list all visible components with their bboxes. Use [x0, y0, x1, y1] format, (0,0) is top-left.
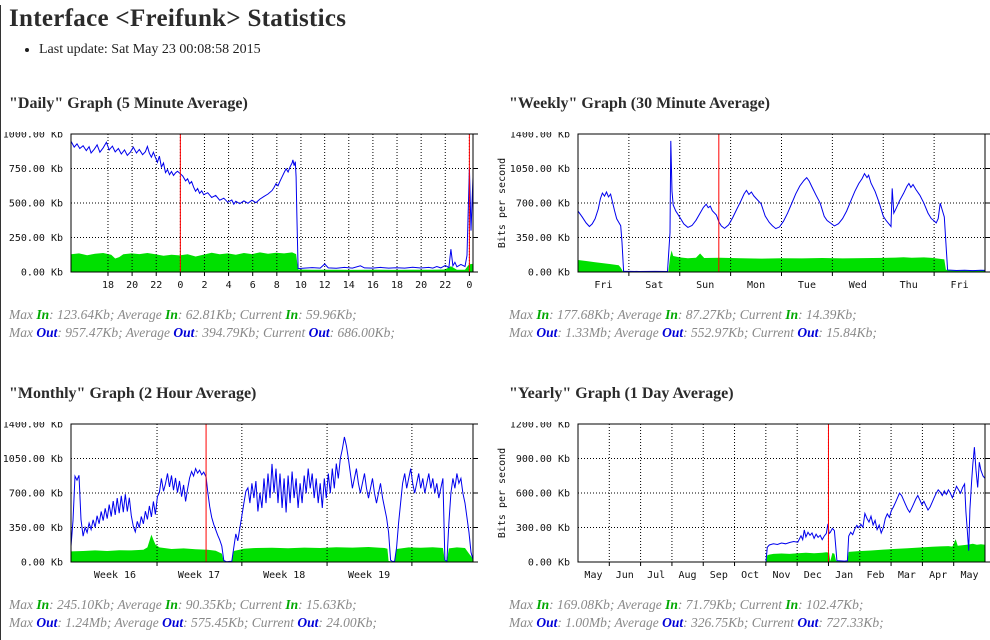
svg-text:18: 18 — [102, 280, 114, 291]
svg-text:20: 20 — [415, 280, 427, 291]
svg-text:18: 18 — [391, 280, 403, 291]
svg-text:May: May — [584, 570, 602, 581]
svg-text:14: 14 — [343, 280, 355, 291]
svg-text:22: 22 — [439, 280, 451, 291]
yearly-section: "Yearly" Graph (1 Day Average) 1200.00 K… — [491, 380, 990, 638]
svg-text:Jan: Jan — [835, 570, 853, 581]
svg-text:Bits per second: Bits per second — [497, 158, 508, 248]
monthly-graph-heading: "Monthly" Graph (2 Hour Average) — [9, 385, 257, 402]
svg-text:Thu: Thu — [900, 280, 918, 291]
svg-text:1050.00 Kb: 1050.00 Kb — [3, 454, 63, 465]
svg-text:12: 12 — [319, 280, 331, 291]
svg-text:Sun: Sun — [696, 280, 714, 291]
svg-text:Wed: Wed — [849, 280, 867, 291]
yearly-graph-image: 1200.00 Kb 900.00 Kb 600.00 Kb 300.00 Kb 0.0… — [491, 422, 990, 585]
svg-text:Bits per second: Bits per second — [497, 448, 508, 538]
svg-text:Fri: Fri — [594, 280, 612, 291]
svg-text:Week 19: Week 19 — [348, 570, 390, 581]
svg-text:10: 10 — [295, 280, 307, 291]
yearly-graph: 1200.00 Kb 900.00 Kb 600.00 Kb 300.00 Kb 0.0… — [497, 422, 990, 581]
svg-text:0.00 Kb: 0.00 Kb — [528, 558, 570, 569]
svg-text:Week 16: Week 16 — [94, 570, 136, 581]
daily-graph-image: 1000.00 Kb 750.00 Kb 500.00 Kb 250.00 Kb 0.0… — [1, 132, 486, 295]
svg-text:Aug: Aug — [678, 570, 696, 581]
daily-graph-heading: "Daily" Graph (5 Minute Average) — [9, 95, 248, 112]
svg-text:0.00 Kb: 0.00 Kb — [21, 558, 63, 569]
weekly-section: "Weekly" Graph (30 Minute Average) 1400.… — [491, 90, 990, 380]
yearly-graph-heading: "Yearly" Graph (1 Day Average) — [509, 385, 734, 402]
daily-section: "Daily" Graph (5 Minute Average) 1000.00… — [1, 90, 489, 380]
svg-text:Tue: Tue — [798, 280, 816, 291]
svg-text:Oct: Oct — [741, 570, 759, 581]
monthly-section: "Monthly" Graph (2 Hour Average) 1400.00… — [1, 380, 489, 638]
svg-text:May: May — [961, 570, 979, 581]
svg-text:Week 17: Week 17 — [178, 570, 220, 581]
svg-text:Dec: Dec — [804, 570, 822, 581]
svg-text:250.00 Kb: 250.00 Kb — [9, 233, 63, 244]
monthly-graph: 1400.00 Kb 1050.00 Kb 700.00 Kb 350.00 Kb 0.… — [3, 422, 478, 581]
svg-text:0.00 Kb: 0.00 Kb — [21, 268, 63, 279]
weekly-graph-image: 1400.00 Kb 1050.00 Kb 700.00 Kb 350.00 Kb 0.… — [491, 132, 990, 295]
svg-text:1050.00 Kb: 1050.00 Kb — [510, 164, 570, 175]
daily-graph: 1000.00 Kb 750.00 Kb 500.00 Kb 250.00 Kb 0.0… — [3, 132, 478, 291]
svg-text:Mon: Mon — [747, 280, 765, 291]
daily-stats: Max In: 123.64Kb; Average In: 62.81Kb; C… — [9, 307, 395, 340]
svg-text:Apr: Apr — [929, 570, 947, 581]
svg-text:1200.00 Kb: 1200.00 Kb — [510, 422, 570, 431]
svg-text:750.00 Kb: 750.00 Kb — [9, 164, 63, 175]
svg-text:500.00 Kb: 500.00 Kb — [9, 199, 63, 210]
yearly-stats: Max In: 169.08Kb; Average In: 71.79Kb; C… — [509, 597, 884, 630]
update-list: Last update: Sat May 23 00:08:58 2015 — [1, 42, 990, 58]
svg-text:Jun: Jun — [616, 570, 634, 581]
weekly-graph: 1400.00 Kb 1050.00 Kb 700.00 Kb 350.00 Kb 0.… — [497, 132, 990, 291]
svg-text:900.00 Kb: 900.00 Kb — [516, 454, 570, 465]
svg-text:Fri: Fri — [951, 280, 969, 291]
svg-text:2: 2 — [201, 280, 207, 291]
svg-text:0: 0 — [177, 280, 183, 291]
svg-text:1400.00 Kb: 1400.00 Kb — [3, 422, 63, 431]
svg-text:0.00 Kb: 0.00 Kb — [528, 268, 570, 279]
svg-text:4: 4 — [226, 280, 232, 291]
svg-text:Week 18: Week 18 — [263, 570, 305, 581]
svg-text:1400.00 Kb: 1400.00 Kb — [510, 132, 570, 141]
last-update-text: Last update: Sat May 23 00:08:58 2015 — [39, 42, 990, 58]
svg-text:Sat: Sat — [645, 280, 663, 291]
weekly-stats: Max In: 177.68Kb; Average In: 87.27Kb; C… — [509, 307, 877, 340]
svg-text:350.00 Kb: 350.00 Kb — [516, 233, 570, 244]
monthly-graph-image: 1400.00 Kb 1050.00 Kb 700.00 Kb 350.00 Kb 0.… — [1, 422, 486, 585]
svg-text:700.00 Kb: 700.00 Kb — [516, 199, 570, 210]
svg-text:Nov: Nov — [772, 570, 790, 581]
svg-text:700.00 Kb: 700.00 Kb — [9, 489, 63, 500]
svg-text:6: 6 — [250, 280, 256, 291]
svg-text:Sep: Sep — [710, 570, 728, 581]
svg-text:22: 22 — [150, 280, 162, 291]
svg-text:20: 20 — [126, 280, 138, 291]
svg-text:Mar: Mar — [898, 570, 916, 581]
weekly-graph-heading: "Weekly" Graph (30 Minute Average) — [509, 95, 770, 112]
svg-text:300.00 Kb: 300.00 Kb — [516, 523, 570, 534]
svg-text:0: 0 — [466, 280, 472, 291]
svg-text:1000.00 Kb: 1000.00 Kb — [3, 132, 63, 141]
svg-text:16: 16 — [367, 280, 379, 291]
svg-text:600.00 Kb: 600.00 Kb — [516, 489, 570, 500]
page-title: Interface <Freifunk> Statistics — [9, 5, 347, 32]
monthly-stats: Max In: 245.10Kb; Average In: 90.35Kb; C… — [9, 597, 377, 630]
svg-text:8: 8 — [274, 280, 280, 291]
svg-text:Jul: Jul — [647, 570, 665, 581]
svg-text:350.00 Kb: 350.00 Kb — [9, 523, 63, 534]
svg-text:Feb: Feb — [866, 570, 884, 581]
